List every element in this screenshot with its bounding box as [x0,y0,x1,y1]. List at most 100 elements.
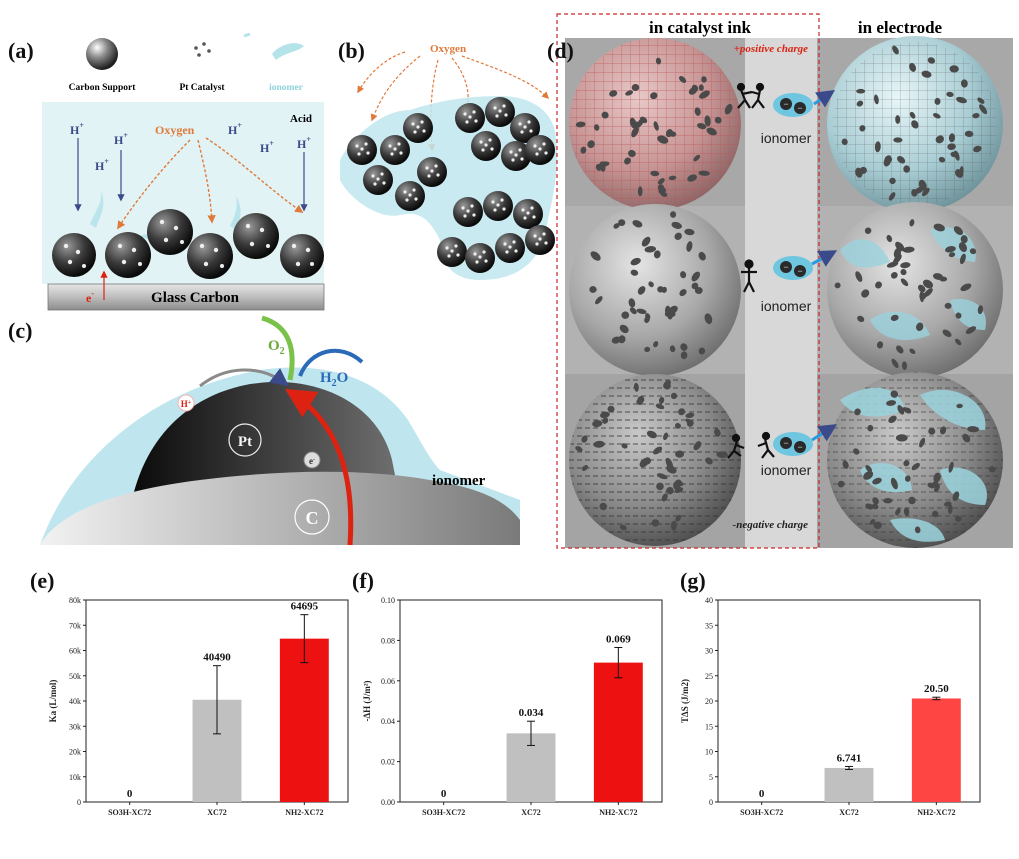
y-tick-label: 20k [69,748,81,757]
negative-charge-label: -negative charge [733,519,809,531]
x-tick-label: NH2-XC72 [599,808,637,817]
bar-value-label: 0 [127,788,133,800]
bar [593,662,643,802]
carbon-particle-c [40,471,520,545]
y-tick-label: 40 [705,596,713,605]
ionomer-label-row3: ionomer [761,462,812,478]
y-tick-label: 10k [69,773,81,782]
carbon-particles-b [347,97,555,273]
glass-carbon-substrate [47,283,325,311]
ionomer-icon [272,43,304,60]
pt-particles-d [575,45,996,534]
panel-d: (d) in catalyst ink in electrode +positi… [547,13,1013,549]
svg-text:−: − [783,99,788,109]
y-tick-label: 20 [705,697,713,706]
y-tick-label: 0.08 [381,636,395,645]
bar [279,638,329,802]
y-tick-label: 30 [705,647,713,656]
y-tick-label: 0.02 [381,758,395,767]
y-tick-label: 10 [705,748,713,757]
x-tick-label: SO3H-XC72 [422,808,465,817]
bar-value-label: 0 [759,788,765,800]
ionomer-label-row2: ionomer [761,298,812,314]
chart-e: (e) 0 10k 20k 30k 40k 50k 60k 70k 80k Ka (L/mol) 0 S… [30,568,349,817]
panel-c: (c) Pt C e- H+ O2 H2O ionomer [8,315,520,546]
svg-text:H+: H+ [260,139,274,155]
sphere-neutral-ink [569,204,741,376]
panel-a: (a) Carbon Support Pt Catalyst ionomer A… [8,32,325,311]
bar-value-label: 64695 [291,601,319,613]
positive-charge-label: +positive charge [734,43,809,55]
bar [824,767,874,802]
y-tick-label: 0 [709,798,713,807]
panel-c-label: (c) [8,318,32,343]
x-tick-label: NH2-XC72 [285,808,323,817]
proton-path-c [199,368,289,388]
legend-ionomer: ionomer [269,83,304,93]
oxygen-arrows-a [117,137,304,230]
bar-value-label: 0.069 [606,633,631,645]
y-axis-label: -ΔH (J/m²) [362,680,372,721]
svg-text:H+: H+ [297,135,311,151]
y-tick-label: 40k [69,697,81,706]
oxygen-label-a: Oxygen [155,123,195,137]
panel-b-label: (b) [338,38,365,63]
x-tick-label: XC72 [521,808,541,817]
carbon-particles-a [52,209,324,279]
electron-label-a: e- [86,289,94,305]
proton-arrows [74,138,308,212]
ionomer-label-row1: ionomer [761,130,812,146]
ionomer-blob-row3: − − [773,424,838,456]
ink-frame [556,13,820,549]
y-tick-label: 35 [705,621,713,630]
attract-figures-icon [736,82,765,109]
y-tick-label: 60k [69,647,81,656]
h2o-label-c: H2O [320,370,348,389]
svg-text:−: − [797,266,802,276]
proton-labels: H+ H+ H+ H+ H+ H+ [70,121,311,173]
svg-text:H+: H+ [70,121,84,137]
y-tick-label: 0.04 [381,717,395,726]
x-tick-label: SO3H-XC72 [108,808,151,817]
chart-f: (f) 0.00 0.02 0.04 0.06 0.08 0.10 -ΔH (J/m²) 0 SO… [352,568,663,817]
x-tick-label: XC72 [839,808,859,817]
y-tick-label: 0.06 [381,677,395,686]
x-tick-label: SO3H-XC72 [740,808,783,817]
x-tick-label: XC72 [207,808,227,817]
chart-g-panel-label: (g) [680,568,706,593]
glass-carbon-label: Glass Carbon [151,290,240,306]
neutral-figure-icon [741,259,757,293]
o2-label-c: O2 [268,338,285,357]
y-tick-label: 30k [69,722,81,731]
legend-carbon-support: Carbon Support [69,83,137,93]
y-tick-label: 5 [709,773,713,782]
col-electrode-label: in electrode [858,18,943,37]
bar-value-label: 6.741 [837,752,862,764]
col-ink-label: in catalyst ink [649,18,752,37]
carbon-label-c: C [306,508,319,528]
ionomer-blob-row1: − − [773,90,835,117]
proton-label-c: H+ [181,399,192,409]
h2o-arrow-c [298,348,364,377]
chart-e-panel-label: (e) [30,568,54,593]
y-tick-label: 25 [705,672,713,681]
pt-catalyst-icon [194,42,211,57]
ionomer-label-c: ionomer [432,473,486,489]
chart-f-panel-label: (f) [352,568,374,593]
svg-text:H+: H+ [114,131,128,147]
y-axis-label: TΔS (J/m2) [680,679,690,723]
svg-text:−: − [783,262,788,272]
pt-dots-a [63,219,314,268]
carbon-support-icon [86,38,118,70]
svg-text:−: − [797,442,802,452]
svg-text:H+: H+ [95,157,109,173]
pt-label-c: Pt [238,434,252,450]
panel-a-label: (a) [8,38,34,63]
y-tick-label: 50k [69,672,81,681]
y-tick-label: 0.10 [381,596,395,605]
y-tick-label: 80k [69,596,81,605]
bar [911,698,961,802]
bar-value-label: 0 [441,788,447,800]
bar-value-label: 20.50 [924,683,949,695]
legend-pt-catalyst: Pt Catalyst [179,83,225,93]
